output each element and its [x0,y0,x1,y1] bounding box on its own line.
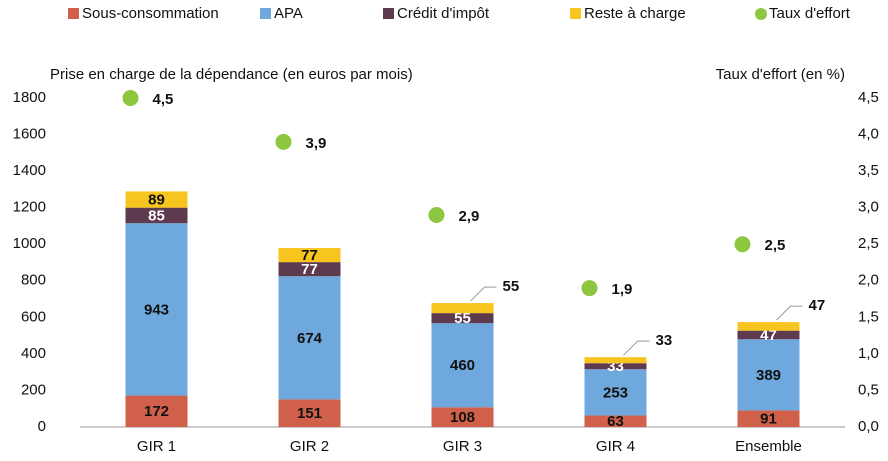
bar-segment [737,330,800,340]
bar-segment [431,313,494,324]
y2-tick-label: 0,5 [858,381,879,398]
y-tick-label: 1600 [13,126,46,143]
y-axis-title: Prise en charge de la dépendance (en eur… [50,66,413,83]
leader-line [470,286,497,302]
data-label: 151 [297,405,322,422]
y-tick-label: 600 [21,308,46,325]
y-tick-label: 1800 [13,89,46,106]
x-tick-label: Ensemble [735,438,802,455]
y-tick-label: 0 [38,418,46,435]
scatter-point [428,206,445,223]
leader-line [623,340,650,356]
legend-marker [570,8,581,19]
data-label: 389 [756,367,781,384]
data-label: 1,9 [612,281,633,298]
bar-segment [278,276,341,400]
bar-segment [125,207,188,224]
bar-segment [125,395,188,427]
data-label: 2,9 [459,208,480,225]
y-tick-label: 1000 [13,235,46,252]
data-label: 172 [144,403,169,420]
data-label: 89 [148,192,165,209]
data-label: 55 [454,310,471,327]
data-label: 4,5 [153,91,174,108]
data-label: 460 [450,357,475,374]
y2-tick-label: 2,0 [858,272,879,289]
data-label: 108 [450,409,475,426]
bar-segment [125,223,188,396]
y2-tick-label: 1,0 [858,345,879,362]
legend-label: Crédit d'impôt [397,5,490,22]
data-label: 77 [301,261,318,278]
y-tick-label: 1400 [13,162,46,179]
x-tick-label: GIR 3 [443,438,482,455]
data-label: 77 [301,247,318,264]
legend-label: Taux d'effort [769,5,851,22]
data-label: 3,9 [306,135,327,152]
y2-tick-label: 3,0 [858,199,879,216]
legend-label: Reste à charge [584,5,686,22]
data-label: 55 [503,278,520,295]
data-label: 91 [760,411,777,428]
scatter-point [734,236,751,253]
y-tick-label: 800 [21,272,46,289]
bar-segment [431,323,494,408]
leader-line [776,305,803,321]
scatter-point [581,280,598,297]
bar-segment [278,248,341,263]
x-tick-label: GIR 2 [290,438,329,455]
data-label: 674 [297,330,323,347]
bar-segment [431,407,494,427]
bar-segment [584,363,647,370]
y2-tick-label: 2,5 [858,235,879,252]
scatter-point [275,133,292,150]
legend-label: APA [274,5,303,22]
data-label: 85 [148,207,165,224]
data-label: 47 [809,297,826,314]
bar-segment [737,410,800,427]
scatter-point [122,90,139,106]
bar-segment [584,369,647,416]
legend-label: Sous-consommation [82,5,219,22]
bar-segment [278,262,341,277]
y2-axis-title: Taux d'effort (en %) [716,66,845,83]
y2-tick-label: 0,0 [858,418,879,435]
bar-segment [584,357,647,364]
legend-marker [68,8,79,19]
data-label: 943 [144,301,169,318]
y2-tick-label: 4,0 [858,126,879,143]
legend-marker [260,8,271,19]
data-label: 2,5 [765,237,786,254]
bar-segment [737,322,800,331]
bar-segment [431,303,494,314]
data-label: 47 [760,327,777,344]
x-tick-label: GIR 1 [137,438,176,455]
bar-segment [737,339,800,411]
y2-tick-label: 4,5 [858,89,879,106]
y-tick-label: 200 [21,381,46,398]
y-tick-label: 400 [21,345,46,362]
bar-segment [278,399,341,427]
y2-tick-label: 1,5 [858,308,879,325]
data-label: 33 [656,332,673,349]
bar-segment [584,415,647,427]
legend-marker [755,8,767,20]
x-tick-label: GIR 4 [596,438,635,455]
y-tick-label: 1200 [13,199,46,216]
data-label: 63 [607,413,624,430]
bar-segment [125,191,188,208]
y2-tick-label: 3,5 [858,162,879,179]
data-label: 253 [603,384,628,401]
legend-marker [383,8,394,19]
